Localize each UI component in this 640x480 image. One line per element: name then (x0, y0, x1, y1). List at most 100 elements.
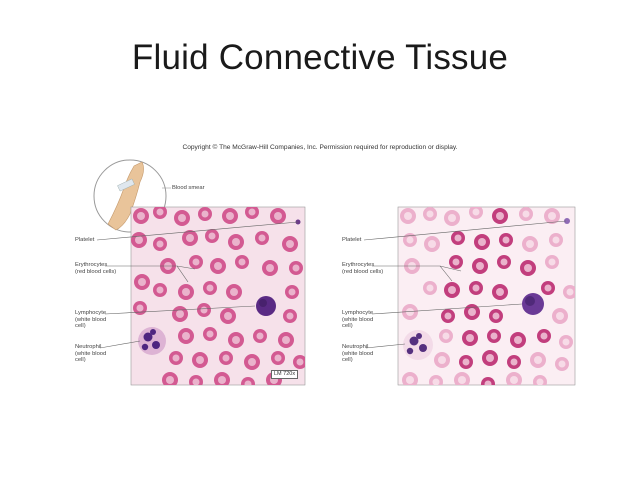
erythrocyte-center (536, 378, 544, 385)
erythrocyte-center (428, 240, 436, 248)
erythrocyte-center (406, 236, 414, 244)
erythrocyte-center (182, 288, 190, 296)
erythrocyte-center (432, 378, 440, 385)
erythrocyte-center (496, 212, 504, 220)
erythrocyte-center (448, 286, 456, 294)
erythrocyte-center (562, 338, 570, 346)
erythrocyte-center (224, 312, 232, 320)
erythrocyte-center (286, 312, 294, 320)
erythrocyte-center (208, 232, 216, 240)
lymphocyte-label-left: Lymphocyte (white blood cell) (75, 310, 107, 330)
erythrocyte-center (510, 376, 518, 384)
erythrocyte-center (484, 380, 492, 385)
erythrocyte-center (478, 238, 486, 246)
erythrocyte-center (201, 210, 209, 218)
erythrocyte-center (156, 240, 164, 248)
erythrocyte-center (200, 306, 208, 314)
erythrocyte-center (136, 304, 144, 312)
erythrocyte-center (534, 356, 542, 364)
erythrocyte-center (274, 354, 282, 362)
erythrocyte-center (524, 264, 532, 272)
erythrocyte-center (558, 360, 566, 368)
erythrocyte-center (426, 284, 434, 292)
erythrocyte-center (258, 234, 266, 242)
erythrocyte-center (466, 334, 474, 342)
erythrocyte-center (248, 358, 256, 366)
erythrocytes-right (400, 207, 575, 385)
erythrocyte-center (448, 214, 456, 222)
erythrocyte-center (566, 288, 574, 296)
erythrocyte-center (426, 210, 434, 218)
erythrocytes-label-left: Erythrocytes (red blood cells) (75, 262, 117, 275)
erythrocyte-center (137, 212, 145, 220)
erythrocyte-center (238, 258, 246, 266)
erythrocyte-center (256, 332, 264, 340)
erythrocyte-center (472, 208, 480, 216)
erythrocyte-center (274, 212, 282, 220)
erythrocyte-center (226, 212, 234, 220)
erythrocyte-center (292, 264, 300, 272)
erythrocyte-center (176, 310, 184, 318)
lymphocyte-label-right: Lymphocyte (white blood cell) (342, 310, 374, 330)
erythrocyte-center (282, 336, 290, 344)
erythrocytes-left (131, 207, 305, 385)
erythrocyte-center (476, 262, 484, 270)
erythrocyte-center (514, 336, 522, 344)
erythrocyte-center (156, 286, 164, 294)
erythrocyte-center (214, 262, 222, 270)
erythrocyte-center (244, 380, 252, 385)
erythrocyte-center (496, 288, 504, 296)
erythrocyte-center (218, 376, 226, 384)
erythrocyte-center (266, 264, 274, 272)
erythrocyte-center (196, 356, 204, 364)
erythrocyte-center (510, 358, 518, 366)
erythrocyte-center (486, 354, 494, 362)
erythrocyte-center (442, 332, 450, 340)
erythrocyte-center (438, 356, 446, 364)
erythrocyte-center (548, 258, 556, 266)
erythrocyte-center (178, 214, 186, 222)
erythrocyte-center (296, 358, 304, 366)
erythrocyte-center (454, 234, 462, 242)
micrograph-left (130, 206, 306, 386)
erythrocyte-center (232, 336, 240, 344)
erythrocyte-center (206, 284, 214, 292)
erythrocyte-center (192, 378, 200, 385)
erythrocyte-center (540, 332, 548, 340)
erythrocyte-center (522, 210, 530, 218)
erythrocyte-center (552, 236, 560, 244)
leader-lines (96, 220, 567, 349)
platelet-label-left: Platelet (75, 237, 95, 243)
erythrocyte-center (544, 284, 552, 292)
erythrocyte-center (206, 330, 214, 338)
erythrocyte-center (500, 258, 508, 266)
erythrocyte-center (286, 240, 294, 248)
platelet-right (564, 218, 570, 224)
neutrophil-label-right: Neutrophil (white blood cell) (342, 344, 374, 364)
erythrocyte-center (182, 332, 190, 340)
erythrocyte-center (166, 376, 174, 384)
blood-smear-label: Blood smear (172, 185, 205, 191)
erythrocyte-center (230, 288, 238, 296)
erythrocyte-center (490, 332, 498, 340)
erythrocyte-center (172, 354, 180, 362)
erythrocyte-center (248, 208, 256, 216)
micrograph-right (397, 206, 576, 386)
erythrocyte-center (406, 308, 414, 316)
lymphocyte-left (256, 296, 276, 316)
erythrocyte-center (288, 288, 296, 296)
erythrocyte-center (468, 308, 476, 316)
erythrocyte-center (472, 284, 480, 292)
platelet-label-right: Platelet (342, 237, 362, 243)
erythrocyte-center (404, 212, 412, 220)
erythrocyte-center (406, 376, 414, 384)
erythrocyte-center (556, 312, 564, 320)
erythrocyte-center (192, 258, 200, 266)
erythrocyte-center (186, 234, 194, 242)
erythrocyte-center (156, 208, 164, 216)
erythrocyte-center (222, 354, 230, 362)
neutrophil-label-left: Neutrophil (white blood cell) (75, 344, 107, 364)
copyright-notice: Copyright © The McGraw-Hill Companies, I… (182, 144, 458, 151)
erythrocyte-center (502, 236, 510, 244)
